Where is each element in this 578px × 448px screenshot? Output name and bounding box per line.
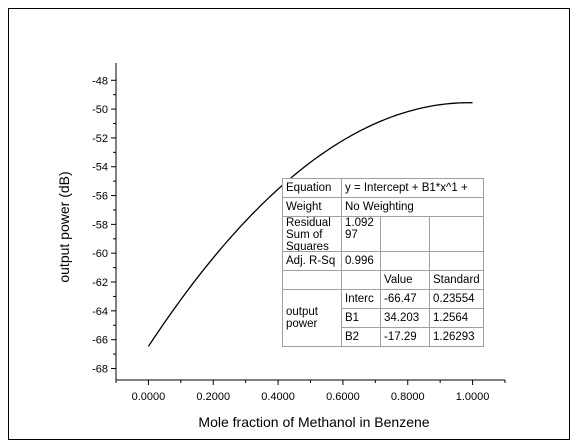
param-name: B2	[341, 327, 381, 347]
adj-r-sq-value: 0.996	[341, 251, 381, 271]
weight-label: Weight	[282, 197, 342, 217]
x-tick-label: 1.0000	[456, 391, 490, 403]
x-tick-label: 0.0000	[132, 391, 166, 403]
chart-frame	[8, 8, 570, 440]
param-value: 34.203	[380, 308, 430, 328]
x-tick-label: 0.2000	[196, 391, 230, 403]
param-value: -66.47	[380, 289, 430, 309]
group-label: output power	[282, 289, 342, 347]
x-axis-ticks: 0.0000 0.2000 0.4000 0.6000 0.8000 1.0000	[115, 380, 506, 403]
y-tick-label: -62	[92, 277, 108, 289]
y-tick-label: -58	[92, 219, 108, 231]
param-name: Interc	[341, 289, 381, 309]
weight-value: No Weighting	[341, 197, 484, 217]
standard-header: Standard	[429, 270, 484, 290]
x-tick-label: 0.8000	[391, 391, 425, 403]
x-tick-label: 0.6000	[326, 391, 360, 403]
param-standard: 0.23554	[429, 289, 484, 309]
equation-label: Equation	[282, 178, 342, 198]
fit-curve	[147, 102, 473, 347]
param-value: -17.29	[380, 327, 430, 347]
y-tick-label: -48	[92, 75, 108, 87]
y-tick-label: -68	[92, 363, 108, 375]
adj-r-sq-label: Adj. R-Sq	[282, 251, 342, 271]
y-tick-label: -56	[92, 191, 108, 203]
y-tick-label: -54	[92, 162, 108, 174]
y-tick-label: -64	[92, 306, 108, 318]
value-header: Value	[380, 270, 430, 290]
y-tick-label: -66	[92, 335, 108, 347]
x-axis-label: Mole fraction of Methanol in Benzene	[198, 414, 429, 430]
y-axis-ticks: -48 -50 -52 -54 -56 -58 -60 -62 -64 -66 -68	[92, 75, 116, 375]
residual-value: 1.092 97	[345, 217, 374, 242]
y-tick-label: -50	[92, 104, 108, 116]
param-name: B1	[341, 308, 381, 328]
x-tick-label: 0.4000	[261, 391, 295, 403]
y-axis-label: output power (dB)	[56, 171, 72, 282]
fit-statistics-table: Equation y = Intercept + B1*x^1 + Weight…	[282, 178, 484, 347]
param-standard: 1.2564	[429, 308, 484, 328]
equation-value: y = Intercept + B1*x^1 +	[341, 178, 484, 198]
y-tick-label: -52	[92, 133, 108, 145]
residual-label: Residual Sum of Squares	[286, 217, 331, 251]
param-standard: 1.26293	[429, 327, 484, 347]
y-tick-label: -60	[92, 248, 108, 260]
